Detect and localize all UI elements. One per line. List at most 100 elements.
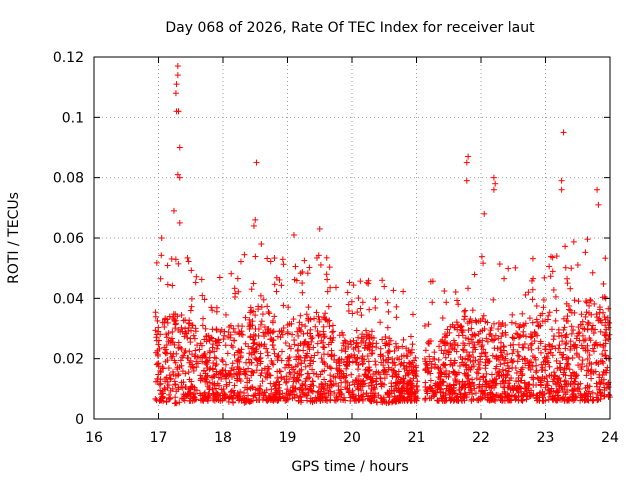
data-point	[333, 359, 340, 366]
data-point	[300, 330, 307, 337]
data-point	[174, 72, 181, 79]
data-point	[400, 336, 407, 343]
data-point	[253, 159, 260, 166]
data-point	[252, 312, 259, 319]
data-point	[153, 259, 160, 266]
data-point	[164, 281, 171, 288]
data-point	[553, 307, 560, 314]
data-point	[230, 390, 237, 397]
data-point	[350, 337, 357, 344]
data-point	[564, 362, 571, 369]
data-point	[164, 378, 171, 385]
data-point	[286, 343, 293, 350]
data-point	[526, 393, 533, 400]
data-point	[435, 356, 442, 363]
data-point	[450, 360, 457, 367]
data-point	[274, 353, 281, 360]
data-point	[472, 357, 479, 364]
data-point	[214, 342, 221, 349]
data-point	[162, 346, 169, 353]
data-point	[359, 361, 366, 368]
data-point	[304, 350, 311, 357]
data-point	[449, 345, 456, 352]
data-point	[328, 347, 335, 354]
y-tick-label: 0.08	[53, 171, 84, 187]
data-point	[412, 394, 419, 401]
data-point	[385, 354, 392, 361]
data-point	[520, 321, 527, 328]
data-point	[172, 256, 179, 263]
data-point	[548, 326, 555, 333]
data-point	[562, 243, 569, 250]
data-point	[172, 381, 179, 388]
data-point	[323, 254, 330, 261]
data-point	[154, 351, 161, 358]
data-point	[513, 369, 520, 376]
data-point	[507, 386, 514, 393]
data-point	[294, 361, 301, 368]
data-point	[338, 347, 345, 354]
data-point	[427, 337, 434, 344]
data-point	[299, 380, 306, 387]
data-point	[187, 339, 194, 346]
data-point	[172, 359, 179, 366]
data-point	[449, 390, 456, 397]
data-point	[166, 372, 173, 379]
data-point	[319, 381, 326, 388]
data-point	[218, 356, 225, 363]
data-point	[502, 367, 509, 374]
data-point	[178, 379, 185, 386]
data-point	[241, 370, 248, 377]
y-tick-label: 0.06	[53, 231, 84, 247]
data-point	[278, 373, 285, 380]
data-point	[193, 273, 200, 280]
data-point	[366, 344, 373, 351]
data-point	[585, 388, 592, 395]
data-point	[597, 341, 604, 348]
data-point	[515, 341, 522, 348]
data-point	[468, 319, 475, 326]
data-point	[211, 354, 218, 361]
data-point	[317, 397, 324, 404]
data-point	[580, 345, 587, 352]
x-tick-label: 24	[601, 430, 619, 446]
data-point	[392, 362, 399, 369]
data-point	[310, 344, 317, 351]
data-point	[482, 362, 489, 369]
data-point	[377, 345, 384, 352]
data-point	[270, 397, 277, 404]
data-point	[230, 325, 237, 332]
data-point	[164, 319, 171, 326]
data-point	[459, 346, 466, 353]
data-point	[577, 380, 584, 387]
data-point	[297, 312, 304, 319]
data-point	[484, 356, 491, 363]
data-point	[373, 344, 380, 351]
data-point	[371, 384, 378, 391]
data-point	[570, 390, 577, 397]
data-point	[312, 394, 319, 401]
data-point	[192, 390, 199, 397]
data-point	[299, 268, 306, 275]
data-point	[510, 358, 517, 365]
data-point	[358, 355, 365, 362]
data-point	[252, 253, 259, 260]
data-point	[530, 391, 537, 398]
data-point	[527, 366, 534, 373]
data-point	[553, 253, 560, 260]
data-point	[190, 367, 197, 374]
data-point	[381, 283, 388, 290]
data-point	[517, 333, 524, 340]
data-point	[400, 288, 407, 295]
data-point	[244, 384, 251, 391]
data-point	[453, 319, 460, 326]
data-point	[307, 357, 314, 364]
data-point	[568, 375, 575, 382]
data-point	[264, 326, 271, 333]
data-point	[389, 373, 396, 380]
data-point	[360, 333, 367, 340]
data-point	[213, 304, 220, 311]
data-point	[422, 347, 429, 354]
data-point	[440, 378, 447, 385]
data-point	[594, 383, 601, 390]
